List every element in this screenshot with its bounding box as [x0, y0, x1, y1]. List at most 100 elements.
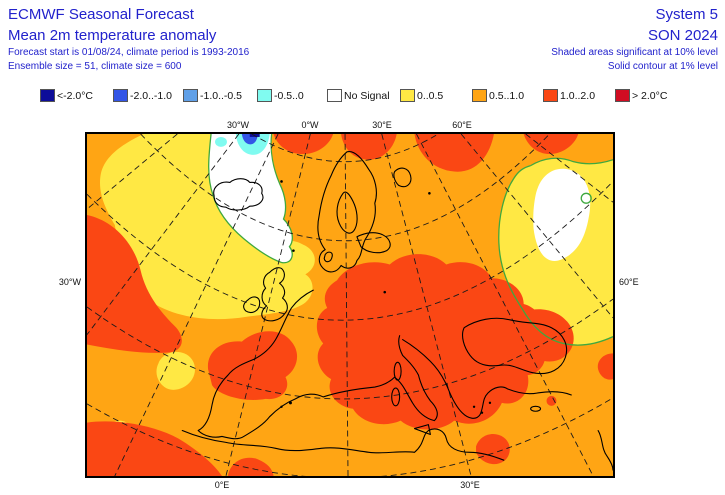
region-red-northeast: [523, 134, 579, 155]
map-canvas: [87, 134, 613, 476]
meridian-60e: [460, 134, 613, 319]
legend-label: -0.5..0: [274, 89, 304, 102]
coast-cyprus: [530, 405, 542, 412]
coast-sardinia: [391, 387, 401, 407]
coast-scandinavia: [317, 151, 377, 273]
coast-sicily: [413, 424, 431, 436]
island-dot: [280, 405, 283, 408]
island-dot: [480, 411, 484, 414]
island-dot: [280, 180, 283, 183]
legend-item: 0.5..1.0: [472, 89, 524, 102]
meridian-75e: [525, 134, 613, 203]
island-dot: [383, 290, 387, 294]
legend-swatch-minus05-0: [257, 89, 272, 102]
legend-label: No Signal: [344, 89, 390, 102]
meridian-15w: [114, 134, 279, 476]
region-red-southeast: [476, 434, 510, 465]
island-dot: [288, 401, 292, 405]
region-red-caucasus: [519, 309, 574, 362]
legend-swatch-0-05: [400, 89, 415, 102]
season-label: SON 2024: [647, 27, 718, 44]
legend-swatch-05-1: [472, 89, 487, 102]
region-red-east-edge: [597, 353, 613, 380]
ensemble-size-note: Ensemble size = 51, climate size = 600: [8, 61, 182, 72]
legend-item: No Signal: [327, 89, 390, 102]
contour-significance-note: Solid contour at 1% level: [607, 61, 718, 72]
region-red-france-spain: [207, 331, 298, 400]
meridian-label-0w-top: 0°W: [301, 120, 319, 130]
legend-item: 1.0..2.0: [543, 89, 595, 102]
contour-east-top: [530, 157, 613, 167]
meridian-30w: [87, 134, 240, 335]
legend-item: <-2.0°C: [40, 89, 93, 102]
forecast-map: [85, 132, 615, 478]
page-title: ECMWF Seasonal Forecast: [8, 6, 194, 23]
region-red-north-1: [273, 134, 334, 155]
coast-denmark: [323, 251, 333, 263]
meridian-label-30e-top: 30°E: [372, 120, 392, 130]
legend-item: -2.0..-1.0: [113, 89, 172, 102]
region-red-south-1: [227, 457, 274, 476]
parallel-1: [251, 134, 439, 162]
coast-corsica: [393, 361, 402, 381]
meridian-label-60e-right: 60°E: [619, 277, 639, 287]
legend-swatch-above-2: [615, 89, 630, 102]
coast-ireland: [243, 296, 261, 314]
page-subtitle: Mean 2m temperature anomaly: [8, 27, 217, 44]
legend-label: 1.0..2.0: [560, 89, 596, 102]
forecast-start-note: Forecast start is 01/08/24, climate peri…: [8, 47, 250, 58]
region-red-balkans: [316, 254, 546, 430]
parallel-3: [87, 181, 613, 321]
island-dot: [292, 249, 295, 252]
region-cyan-small: [215, 136, 227, 147]
coast-white-sea: [393, 167, 412, 188]
parallel-4: [87, 298, 613, 400]
region-no-signal: [208, 134, 591, 263]
region-yellow-iberia: [156, 351, 195, 390]
legend-swatch-below-minus2: [40, 89, 55, 102]
coast-west-europe-iberia: [197, 289, 396, 440]
meridian-label-30e-bottom: 30°E: [460, 480, 480, 490]
meridian-label-60e-top: 60°E: [452, 120, 472, 130]
coast-north-africa: [181, 428, 505, 461]
small-islands: [280, 180, 492, 414]
coast-balkans-greece-turkey: [402, 339, 572, 419]
island-dot: [428, 192, 431, 195]
meridian-15e: [344, 134, 349, 476]
legend-label: -1.0..-0.5: [200, 89, 243, 102]
legend-swatch-minus1-minus05: [183, 89, 198, 102]
coast-gulf-of-bothnia: [336, 191, 358, 234]
region-anomaly-1-2: [87, 134, 613, 476]
parallel-2: [140, 134, 550, 242]
color-legend: <-2.0°C -2.0..-1.0 -1.0..-0.5 -0.5..0 No…: [0, 89, 725, 107]
coast-great-britain: [261, 267, 288, 322]
graticule: [87, 134, 613, 476]
meridian-label-0e-bottom: 0°E: [214, 480, 230, 490]
region-red-north-africa: [87, 421, 222, 476]
legend-label: 0.5..1.0: [489, 89, 525, 102]
region-white-iceland: [208, 134, 293, 263]
region-yellow-atlantic: [99, 134, 315, 320]
header-right: System 5 SON 2024 Shaded areas significa…: [551, 4, 718, 74]
region-red-west-atlantic: [87, 215, 182, 353]
meridian-45e: [416, 134, 594, 476]
legend-swatch-1-2: [543, 89, 558, 102]
legend-label: <-2.0°C: [57, 89, 94, 102]
legend-label: 0..0.5: [417, 89, 444, 102]
contour-small-ring: [580, 192, 592, 204]
parallel-5: [87, 397, 613, 476]
coast-iceland: [213, 178, 264, 211]
coast-black-sea: [462, 317, 568, 375]
legend-label: -2.0..-1.0: [130, 89, 173, 102]
legend-item: 0..0.5: [400, 89, 443, 102]
header-left: ECMWF Seasonal Forecast Mean 2m temperat…: [8, 4, 249, 74]
region-red-barents: [414, 134, 494, 172]
shaded-significance-note: Shaded areas significant at 10% level: [551, 47, 718, 58]
system-label: System 5: [655, 6, 718, 23]
coastlines: [181, 151, 613, 471]
region-red-dot: [546, 395, 557, 406]
island-dot: [488, 401, 492, 405]
meridian-label-30w-top: 30°W: [226, 120, 250, 130]
coast-italy: [394, 335, 438, 422]
